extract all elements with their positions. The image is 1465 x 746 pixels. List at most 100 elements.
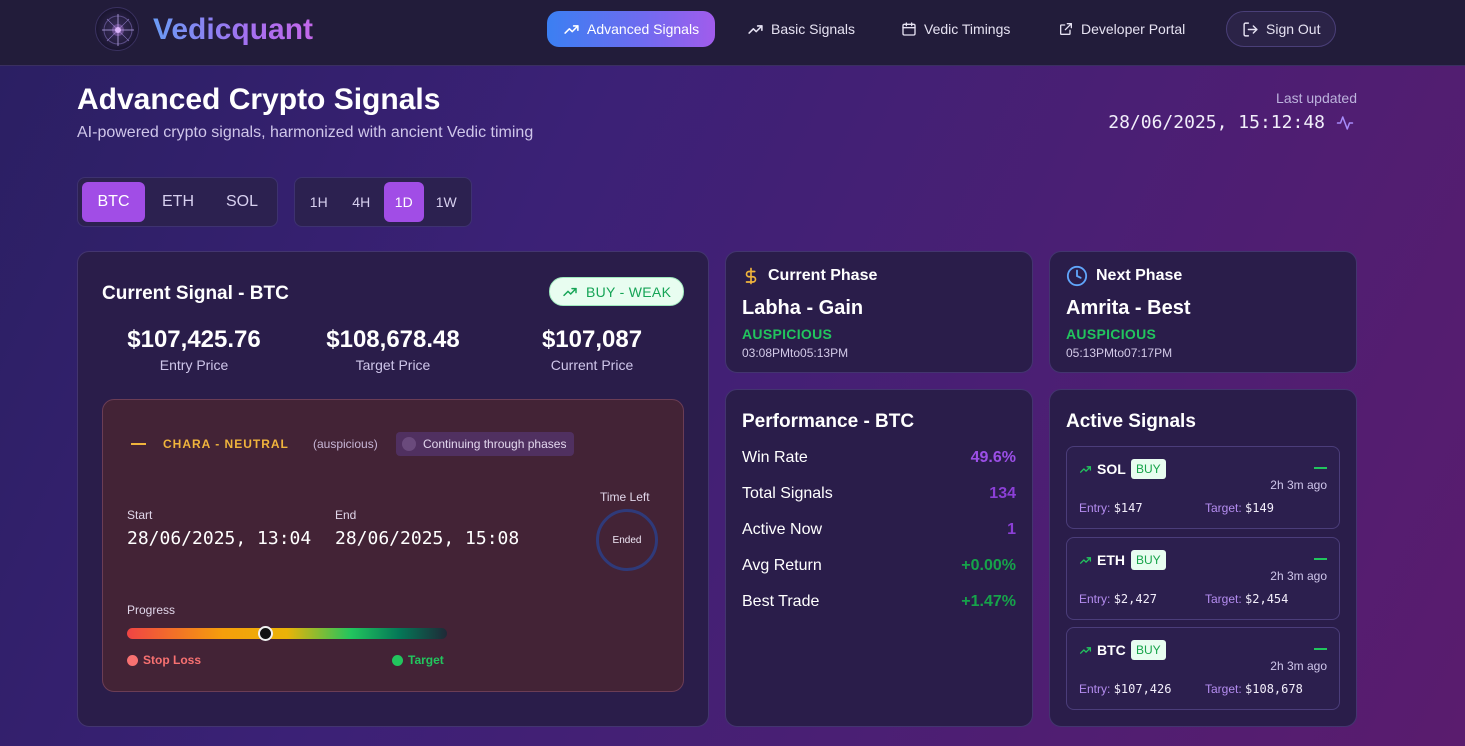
current-price-label: Current Price [550,357,634,373]
current-phase-name: Labha - Gain [742,297,864,319]
performance-card: Performance - BTC Win Rate 49.6% Total S… [725,389,1033,727]
perf-value: 134 [989,485,1016,502]
current-price: $107,087 Current Price [492,325,692,373]
entry-value: $107,426 [1113,682,1172,696]
target-legend-label: Target [408,653,444,667]
active-signal-item[interactable]: SOL BUY 2h 3m ago Entry: $147 Target: $1… [1066,446,1340,529]
page-subtitle: AI-powered crypto signals, harmonized wi… [77,124,534,141]
entry-value: $2,427 [1113,592,1158,606]
trending-up-icon [563,287,577,296]
signal-target: Target: $149 [1205,501,1274,515]
current-signal-card: Current Signal - BTC BUY - WEAK $107,425… [77,251,709,727]
perf-label: Active Now [742,521,823,538]
phase-label: CHARA - NEUTRAL [163,437,289,451]
stop-loss-legend: Stop Loss [127,653,201,667]
top-nav: Vedicquant Advanced Signals Basic Signal… [0,0,1465,66]
signal-entry: Entry: $2,427 [1079,592,1157,606]
perf-label: Total Signals [742,485,833,502]
entry-value: $147 [1113,501,1143,515]
target-price-value: $108,678.48 [326,326,460,353]
start-value: 28/06/2025, 13:04 [127,528,312,549]
signal-action-badge: BUY [1131,640,1166,660]
asset-sol[interactable]: SOL [225,193,258,210]
asset-eth[interactable]: ETH [162,193,194,210]
trending-up-icon [564,24,579,34]
minus-icon [1314,558,1327,560]
active-signal-item[interactable]: ETH BUY 2h 3m ago Entry: $2,427 Target: … [1066,537,1340,620]
signal-symbol-label: ETH [1097,552,1125,568]
progress-bar [127,626,447,641]
target-value: $108,678 [1245,682,1303,696]
continuing-pill: Continuing through phases [396,432,575,456]
nav-item-label: Developer Portal [1081,21,1186,37]
signal-entry: Entry: $107,426 [1079,682,1171,696]
nav-vedic-timings[interactable]: Vedic Timings [885,11,1026,47]
nav-developer-portal[interactable]: Developer Portal [1042,11,1201,47]
timeframe-1d[interactable]: 1D [384,182,424,222]
nav-item-label: Advanced Signals [587,21,700,37]
status-dot-icon [402,437,416,451]
nav-advanced-signals[interactable]: Advanced Signals [547,11,716,47]
log-out-icon [1243,21,1258,37]
end-value: 28/06/2025, 15:08 [335,528,520,549]
time-left-value: Ended [612,534,642,546]
next-phase-heading: Next Phase [1066,265,1182,287]
target-price-label: Target Price [355,357,431,373]
time-left-label: Time Left [600,490,650,504]
timeframe-1w[interactable]: 1W [435,194,457,210]
perf-value: 1 [1007,521,1016,538]
sign-out-button[interactable]: Sign Out [1226,11,1337,47]
logo-star-icon[interactable] [95,7,139,51]
asset-btc[interactable]: BTC [82,182,145,222]
asset-selector: BTC ETH SOL [77,177,278,227]
clock-icon [1066,265,1088,287]
target-label: Target: [1205,501,1242,515]
perf-label: Avg Return [742,557,822,574]
perf-row-active-now: Active Now 1 [742,521,1016,539]
next-phase-name: Amrita - Best [1066,297,1191,319]
signal-action-badge: BUY [1131,459,1166,479]
entry-label: Entry: [1079,682,1111,696]
perf-row-avg-return: Avg Return +0.00% [742,557,1016,575]
entry-price-label: Entry Price [159,357,229,373]
signal-symbol: BTC [1079,642,1126,658]
minus-icon [1314,648,1327,650]
stop-loss-dot-icon [127,654,138,666]
target-dot-icon [392,654,403,666]
active-signals-card: Active Signals SOL BUY 2h 3m ago Entry: … [1049,389,1357,727]
timeframe-4h[interactable]: 4H [352,194,371,210]
activity-icon [1336,116,1354,130]
external-link-icon [1060,23,1072,35]
target-label: Target: [1205,682,1242,696]
perf-value: 49.6% [970,449,1016,466]
signal-symbol-label: SOL [1097,461,1126,477]
timeframe-1h[interactable]: 1H [309,194,328,210]
next-phase-status: AUSPICIOUS [1066,326,1157,342]
entry-label: Entry: [1079,592,1111,606]
sign-out-label: Sign Out [1266,21,1321,37]
perf-row-best-trade: Best Trade +1.47% [742,593,1016,611]
next-phase-time: 05:13PMto07:17PM [1066,346,1173,360]
nav-item-label: Vedic Timings [924,21,1011,37]
signal-symbol: ETH [1079,552,1125,568]
nav-basic-signals[interactable]: Basic Signals [731,11,871,47]
target-value: $149 [1245,501,1274,515]
nav-item-label: Basic Signals [771,21,856,37]
phase-detail-panel: CHARA - NEUTRAL (auspicious) Continuing … [102,399,684,692]
continuing-label: Continuing through phases [423,437,567,451]
phase-note: (auspicious) [313,437,378,451]
target-legend: Target [392,653,444,667]
current-phase-heading-label: Current Phase [768,267,878,284]
entry-label: Entry: [1079,501,1111,515]
trending-up-icon [1079,646,1092,654]
last-updated-value: 28/06/2025, 15:12:48 [1108,112,1325,133]
start-label: Start [127,508,153,522]
active-signal-item[interactable]: BTC BUY 2h 3m ago Entry: $107,426 Target… [1066,627,1340,710]
minus-icon [1314,467,1327,469]
minus-icon [131,443,146,445]
brand-name[interactable]: Vedicquant [153,13,314,46]
progress-knob[interactable] [257,626,273,641]
signal-age: 2h 3m ago [1270,478,1327,492]
perf-value: +0.00% [961,557,1016,574]
current-price-value: $107,087 [541,326,643,353]
